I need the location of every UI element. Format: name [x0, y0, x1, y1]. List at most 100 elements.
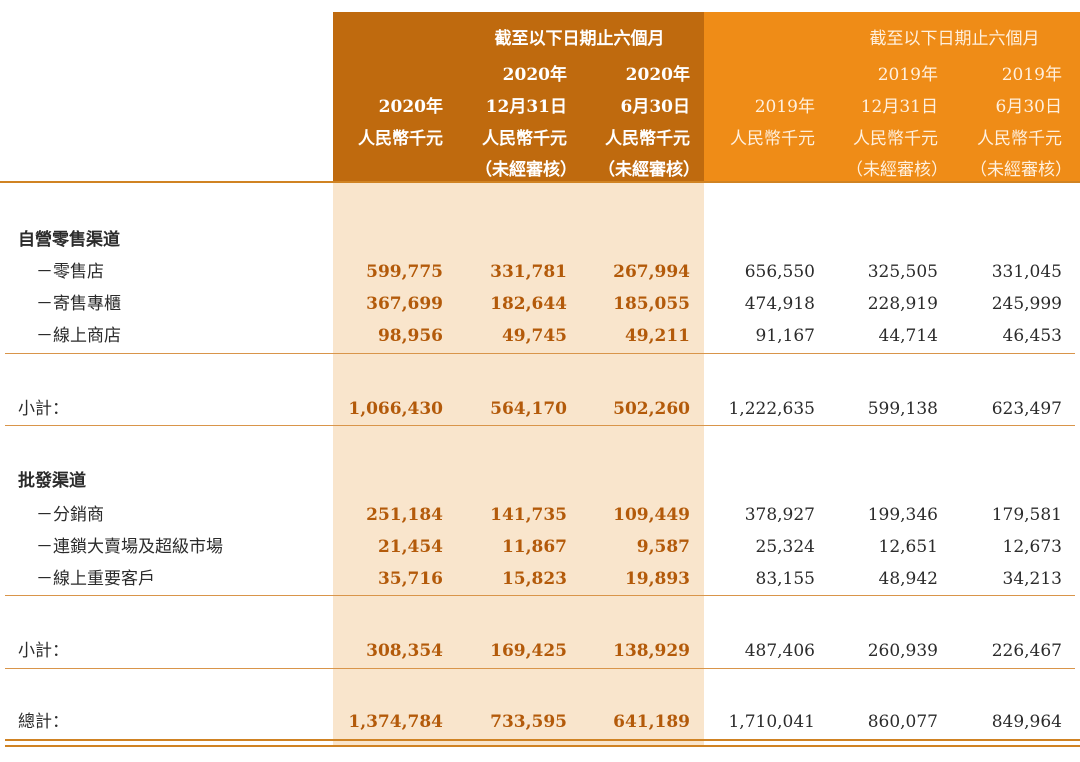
cell-2020-jun: 267,994 — [613, 262, 690, 282]
cell-2020-jun: 9,587 — [636, 537, 690, 557]
cell-2020-full: 35,716 — [377, 569, 443, 589]
col-header-line: 人民幣千元 — [482, 129, 567, 149]
cell-2020-full: 367,699 — [366, 294, 443, 314]
cell-2019-dec: 12,651 — [878, 537, 938, 557]
cell-2020-jun: 138,929 — [613, 641, 690, 661]
cell-2019-jun: 849,964 — [991, 712, 1062, 732]
cell-2020-dec: 733,595 — [490, 712, 567, 732]
table-row: －分銷商 251,184 141,735 109,449 378,927 199… — [0, 502, 1080, 528]
cell-2020-dec: 564,170 — [490, 399, 567, 419]
cell-2019-full: 1,710,041 — [728, 712, 815, 732]
cell-2019-dec: 199,346 — [867, 505, 938, 525]
col-header-line: 人民幣千元 — [730, 129, 815, 149]
row-label: －零售店 — [36, 262, 104, 282]
cell-2020-full: 21,454 — [377, 537, 443, 557]
col-header-line: 人民幣千元 — [853, 129, 938, 149]
group-header-2020: 截至以下日期止六個月 — [494, 29, 665, 49]
cell-2019-full: 1,222,635 — [728, 399, 815, 419]
cell-2020-full: 599,775 — [366, 262, 443, 282]
cell-2020-dec: 11,867 — [501, 537, 567, 557]
subtotal-row: 小計： 308,354 169,425 138,929 487,406 260,… — [0, 638, 1080, 664]
section-title-row: 自營零售渠道 — [0, 227, 1080, 253]
highlight-band-2020 — [333, 183, 704, 745]
cell-2019-jun: 331,045 — [991, 262, 1062, 282]
cell-2019-jun: 623,497 — [991, 399, 1062, 419]
col-header-line: （未經審核） — [598, 160, 700, 180]
cell-2020-jun: 502,260 — [613, 399, 690, 419]
row-label: －線上商店 — [36, 326, 121, 346]
cell-2020-jun: 49,211 — [624, 326, 690, 346]
subtotal-label: 小計： — [18, 641, 69, 661]
section-title-wholesale: 批發渠道 — [18, 471, 86, 491]
row-label: －線上重要客戶 — [36, 569, 155, 589]
subtotal-row: 小計： 1,066,430 564,170 502,260 1,222,635 … — [0, 396, 1080, 422]
cell-2020-full: 98,956 — [377, 326, 443, 346]
cell-2020-full: 308,354 — [366, 641, 443, 661]
subtotal-label: 小計： — [18, 399, 69, 419]
row-divider — [5, 595, 1075, 596]
cell-2020-jun: 19,893 — [624, 569, 690, 589]
col-header-line: （未經審核） — [846, 160, 948, 180]
section-title-row: 批發渠道 — [0, 468, 1080, 494]
header-divider — [0, 181, 1080, 183]
col-header-line: 6月30日 — [620, 97, 691, 117]
cell-2019-full: 474,918 — [744, 294, 815, 314]
row-label: －連鎖大賣場及超級市場 — [36, 537, 223, 557]
cell-2020-jun: 641,189 — [613, 712, 690, 732]
cell-2019-dec: 228,919 — [867, 294, 938, 314]
col-header-line: 12月31日 — [485, 97, 567, 117]
col-header-line: 2020年 — [625, 65, 690, 85]
total-label: 總計： — [18, 712, 69, 732]
cell-2019-dec: 860,077 — [867, 712, 938, 732]
cell-2019-full: 25,324 — [755, 537, 815, 557]
cell-2020-dec: 331,781 — [490, 262, 567, 282]
total-divider-top — [5, 739, 1080, 741]
cell-2020-dec: 15,823 — [501, 569, 567, 589]
cell-2019-jun: 179,581 — [991, 505, 1062, 525]
col-header-line: 人民幣千元 — [358, 129, 443, 149]
cell-2019-jun: 226,467 — [991, 641, 1062, 661]
cell-2019-dec: 325,505 — [867, 262, 938, 282]
cell-2020-dec: 182,644 — [490, 294, 567, 314]
cell-2019-full: 378,927 — [744, 505, 815, 525]
cell-2020-dec: 49,745 — [501, 326, 567, 346]
table-row: －零售店 599,775 331,781 267,994 656,550 325… — [0, 259, 1080, 285]
group-header-2019: 截至以下日期止六個月 — [869, 29, 1040, 49]
cell-2020-full: 1,066,430 — [348, 399, 443, 419]
row-divider — [5, 353, 1075, 354]
col-header-line: 2020年 — [378, 97, 443, 117]
cell-2019-jun: 46,453 — [1002, 326, 1062, 346]
col-header-line: 2019年 — [754, 97, 815, 117]
cell-2019-dec: 48,942 — [878, 569, 938, 589]
col-header-line: 6月30日 — [995, 97, 1062, 117]
cell-2019-full: 83,155 — [755, 569, 815, 589]
table-row: －連鎖大賣場及超級市場 21,454 11,867 9,587 25,324 1… — [0, 534, 1080, 560]
col-header-line: 人民幣千元 — [977, 129, 1062, 149]
table-row: －寄售專櫃 367,699 182,644 185,055 474,918 22… — [0, 291, 1080, 317]
header-band-2020 — [333, 12, 704, 182]
row-divider — [5, 668, 1075, 669]
table-row: －線上商店 98,956 49,745 49,211 91,167 44,714… — [0, 323, 1080, 349]
cell-2020-full: 251,184 — [366, 505, 443, 525]
row-divider — [5, 425, 1075, 426]
cell-2019-full: 656,550 — [744, 262, 815, 282]
col-header-line: （未經審核） — [970, 160, 1072, 180]
row-label: －寄售專櫃 — [36, 294, 121, 314]
col-header-line: 人民幣千元 — [605, 129, 690, 149]
col-header-line: 2019年 — [1001, 65, 1062, 85]
cell-2020-jun: 185,055 — [613, 294, 690, 314]
col-header-line: 12月31日 — [860, 97, 938, 117]
col-header-line: 2019年 — [877, 65, 938, 85]
col-header-line: （未經審核） — [475, 160, 577, 180]
col-header-line: 2020年 — [502, 65, 567, 85]
section-title-retail: 自營零售渠道 — [18, 230, 120, 250]
cell-2019-full: 487,406 — [744, 641, 815, 661]
cell-2019-dec: 260,939 — [867, 641, 938, 661]
total-divider-bottom — [5, 745, 1080, 747]
cell-2020-dec: 141,735 — [490, 505, 567, 525]
total-row: 總計： 1,374,784 733,595 641,189 1,710,041 … — [0, 709, 1080, 735]
cell-2020-dec: 169,425 — [490, 641, 567, 661]
cell-2019-full: 91,167 — [755, 326, 815, 346]
cell-2020-jun: 109,449 — [613, 505, 690, 525]
cell-2019-dec: 599,138 — [867, 399, 938, 419]
